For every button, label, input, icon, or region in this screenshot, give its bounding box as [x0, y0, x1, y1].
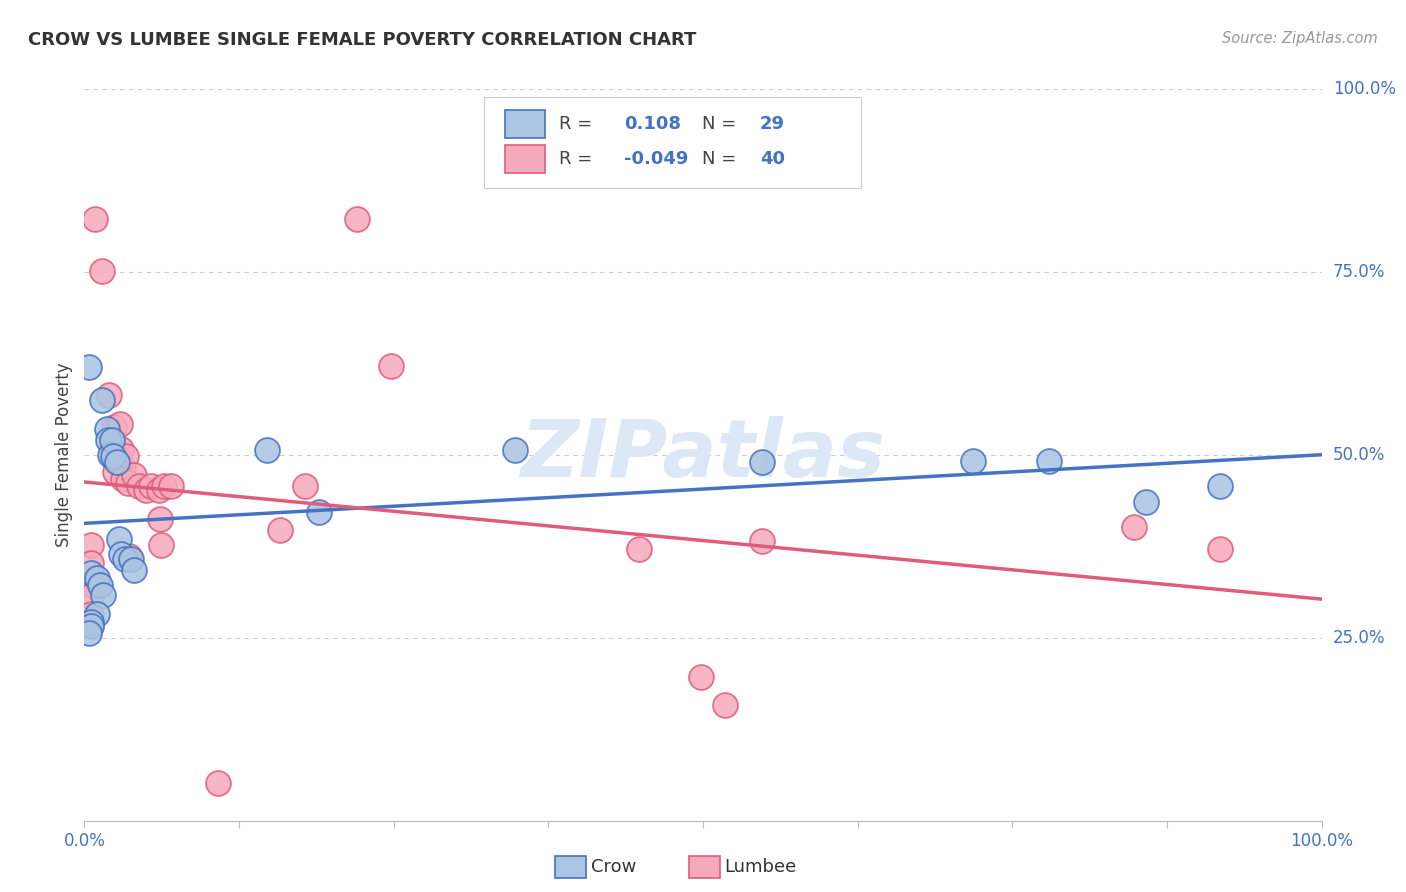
Point [89, 578, 111, 592]
Point [111, 472, 134, 486]
Point [98, 448, 121, 462]
Text: 25.0%: 25.0% [1333, 629, 1385, 647]
Point [110, 442, 132, 456]
Point [1122, 519, 1144, 533]
Point [84, 212, 107, 227]
Point [86, 607, 108, 622]
Point [1135, 495, 1157, 509]
Text: 40: 40 [759, 150, 785, 168]
Point [79, 556, 101, 570]
Point [207, 775, 229, 789]
Point [86, 571, 108, 585]
Text: -0.049: -0.049 [624, 150, 688, 168]
Point [79, 360, 101, 375]
Point [79, 615, 101, 629]
Point [160, 479, 183, 493]
Point [714, 698, 737, 712]
Text: CROW VS LUMBEE SINGLE FEMALE POVERTY CORRELATION CHART: CROW VS LUMBEE SINGLE FEMALE POVERTY COR… [28, 31, 696, 49]
Text: 50.0%: 50.0% [1333, 446, 1385, 464]
Point [269, 523, 291, 537]
Point [110, 547, 132, 561]
Point [115, 450, 138, 464]
Point [141, 479, 163, 493]
Point [103, 420, 125, 434]
Point [149, 512, 172, 526]
Point [256, 442, 278, 457]
FancyBboxPatch shape [505, 145, 544, 172]
Point [114, 551, 136, 566]
Text: 75.0%: 75.0% [1333, 263, 1385, 281]
Point [79, 607, 101, 622]
Text: Source: ZipAtlas.com: Source: ZipAtlas.com [1222, 31, 1378, 46]
Point [91, 588, 114, 602]
Point [96, 422, 118, 436]
Point [105, 455, 128, 469]
Text: Crow: Crow [591, 858, 636, 876]
Point [751, 534, 773, 549]
Point [79, 618, 101, 632]
Point [627, 541, 650, 556]
Point [101, 450, 124, 464]
Point [152, 479, 174, 493]
FancyBboxPatch shape [505, 111, 544, 138]
Point [79, 625, 101, 640]
Point [346, 212, 368, 227]
Point [98, 388, 121, 402]
Point [108, 532, 131, 546]
Point [122, 468, 145, 483]
Point [79, 578, 101, 592]
Point [308, 505, 330, 519]
Text: R =: R = [560, 150, 593, 168]
Point [79, 566, 101, 581]
Point [90, 393, 112, 408]
Point [1209, 541, 1232, 556]
Point [118, 549, 141, 563]
Point [111, 461, 134, 475]
Point [79, 538, 101, 552]
Point [100, 434, 122, 448]
Point [962, 454, 984, 468]
Point [148, 483, 170, 497]
Point [104, 465, 127, 479]
Text: ZIPatlas: ZIPatlas [520, 416, 886, 494]
Y-axis label: Single Female Poverty: Single Female Poverty [55, 363, 73, 547]
Point [1038, 454, 1060, 468]
Text: 0.108: 0.108 [624, 115, 681, 133]
Text: N =: N = [702, 150, 735, 168]
Point [79, 619, 101, 633]
Point [104, 454, 127, 468]
Point [103, 442, 125, 456]
Point [1209, 479, 1232, 493]
Point [751, 455, 773, 469]
Point [294, 479, 316, 493]
Point [120, 551, 142, 566]
Point [97, 434, 120, 448]
FancyBboxPatch shape [484, 96, 862, 188]
Point [689, 669, 711, 683]
Text: R =: R = [560, 115, 593, 133]
Text: Lumbee: Lumbee [724, 858, 796, 876]
Point [122, 564, 145, 578]
Point [110, 417, 132, 432]
Point [150, 538, 173, 552]
Point [380, 359, 402, 373]
Text: N =: N = [702, 115, 735, 133]
Point [117, 475, 139, 490]
Text: 100.0%: 100.0% [1333, 80, 1396, 98]
Point [128, 479, 150, 493]
Text: 29: 29 [759, 115, 785, 133]
Point [503, 442, 526, 457]
Point [90, 263, 112, 277]
Point [79, 589, 101, 603]
Point [135, 483, 157, 497]
